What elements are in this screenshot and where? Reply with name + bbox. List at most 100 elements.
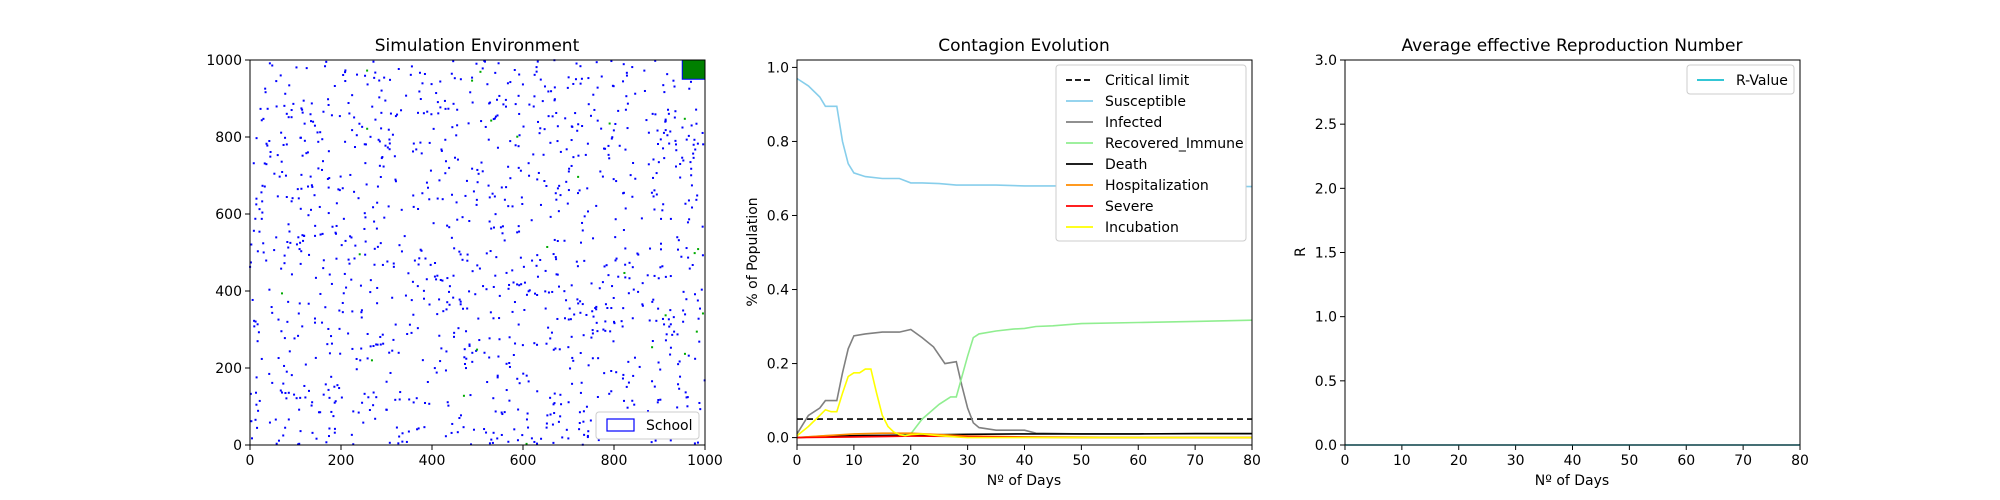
agent-point [657,399,660,402]
agent-point [558,285,561,288]
p2-xtick-label: 60 [1129,453,1147,469]
agent-point [528,103,531,106]
agent-point [447,107,450,110]
r-value-legend-label: R-Value [1736,73,1788,89]
agent-point [315,437,318,440]
agent-point [283,104,286,107]
agent-point [425,181,428,184]
agent-point [676,248,679,251]
agent-point [669,309,672,312]
agent-point [333,385,336,388]
agent-point [347,102,350,105]
agent-point [400,250,403,253]
agent-point [412,401,415,404]
agent-point [454,156,457,159]
panel1-xtick-label: 800 [601,453,628,469]
agent-point [488,196,491,199]
agent-point [358,122,361,125]
agent-point [361,125,364,128]
agent-point [501,225,504,228]
agent-point [536,293,539,296]
agent-point [376,302,379,305]
agent-point [624,247,627,250]
agent-point [287,223,290,226]
agent-point [614,259,617,262]
agent-point [262,251,265,254]
agent-point [552,348,555,351]
agent-point [400,109,403,112]
agent-point [428,303,431,306]
agent-point [391,133,394,136]
agent-point [539,78,542,81]
agent-point [258,399,261,402]
agent-point [675,143,678,146]
agent-point [664,129,667,132]
agent-point [622,63,625,66]
recovered-agent-point [516,135,519,138]
agent-point [429,263,432,266]
agent-point [268,62,271,65]
agent-point [335,232,338,235]
agent-point [582,420,585,423]
agent-point [265,142,268,145]
agent-point [439,360,442,363]
agent-point [470,443,473,446]
agent-point [376,185,379,188]
agent-point [418,257,421,260]
agent-point [549,141,552,144]
agent-point [551,290,554,293]
agent-point [298,248,301,251]
agent-point [254,320,257,323]
agent-point [680,255,683,258]
agent-point [446,277,449,280]
agent-point [556,273,559,276]
agent-point [690,184,693,187]
agent-point [547,115,550,118]
agent-point [403,235,406,238]
agent-point [603,147,606,150]
agent-point [425,278,428,281]
agent-point [679,163,682,166]
agent-point [262,117,265,120]
agent-point [546,414,549,417]
panel3-frame [1344,59,1801,446]
agent-point [657,277,660,280]
agent-point [652,176,655,179]
agent-point [456,158,459,161]
agent-point [505,186,508,189]
agent-point [669,353,672,356]
agent-point [517,408,520,411]
agent-point [413,259,416,262]
agent-point [592,93,595,96]
agent-point [341,301,344,304]
agent-point [536,275,539,278]
agent-point [275,442,278,445]
agent-point [557,210,560,213]
agent-point [652,158,655,161]
agent-point [433,275,436,278]
agent-point [624,276,627,279]
agent-point [632,288,635,291]
agent-point [293,393,296,396]
agent-point [352,410,355,413]
agent-point [393,155,396,158]
agent-point [440,148,443,151]
agent-point [671,333,674,336]
agent-point [575,260,578,263]
agent-point [388,351,391,354]
agent-point [516,231,519,234]
p3-xtick-label: 40 [1564,453,1582,469]
agent-point [678,387,681,390]
agent-point [581,303,584,306]
agent-point [305,67,308,70]
agent-point [614,122,617,125]
agent-point [344,69,347,72]
agent-point [555,273,558,276]
agent-point [508,365,511,368]
agent-point [421,192,424,195]
agent-point [624,108,627,111]
agent-point [359,359,362,362]
agent-point [369,345,372,348]
susceptible-legend-label: Susceptible [1105,94,1186,110]
agent-point [324,306,327,309]
